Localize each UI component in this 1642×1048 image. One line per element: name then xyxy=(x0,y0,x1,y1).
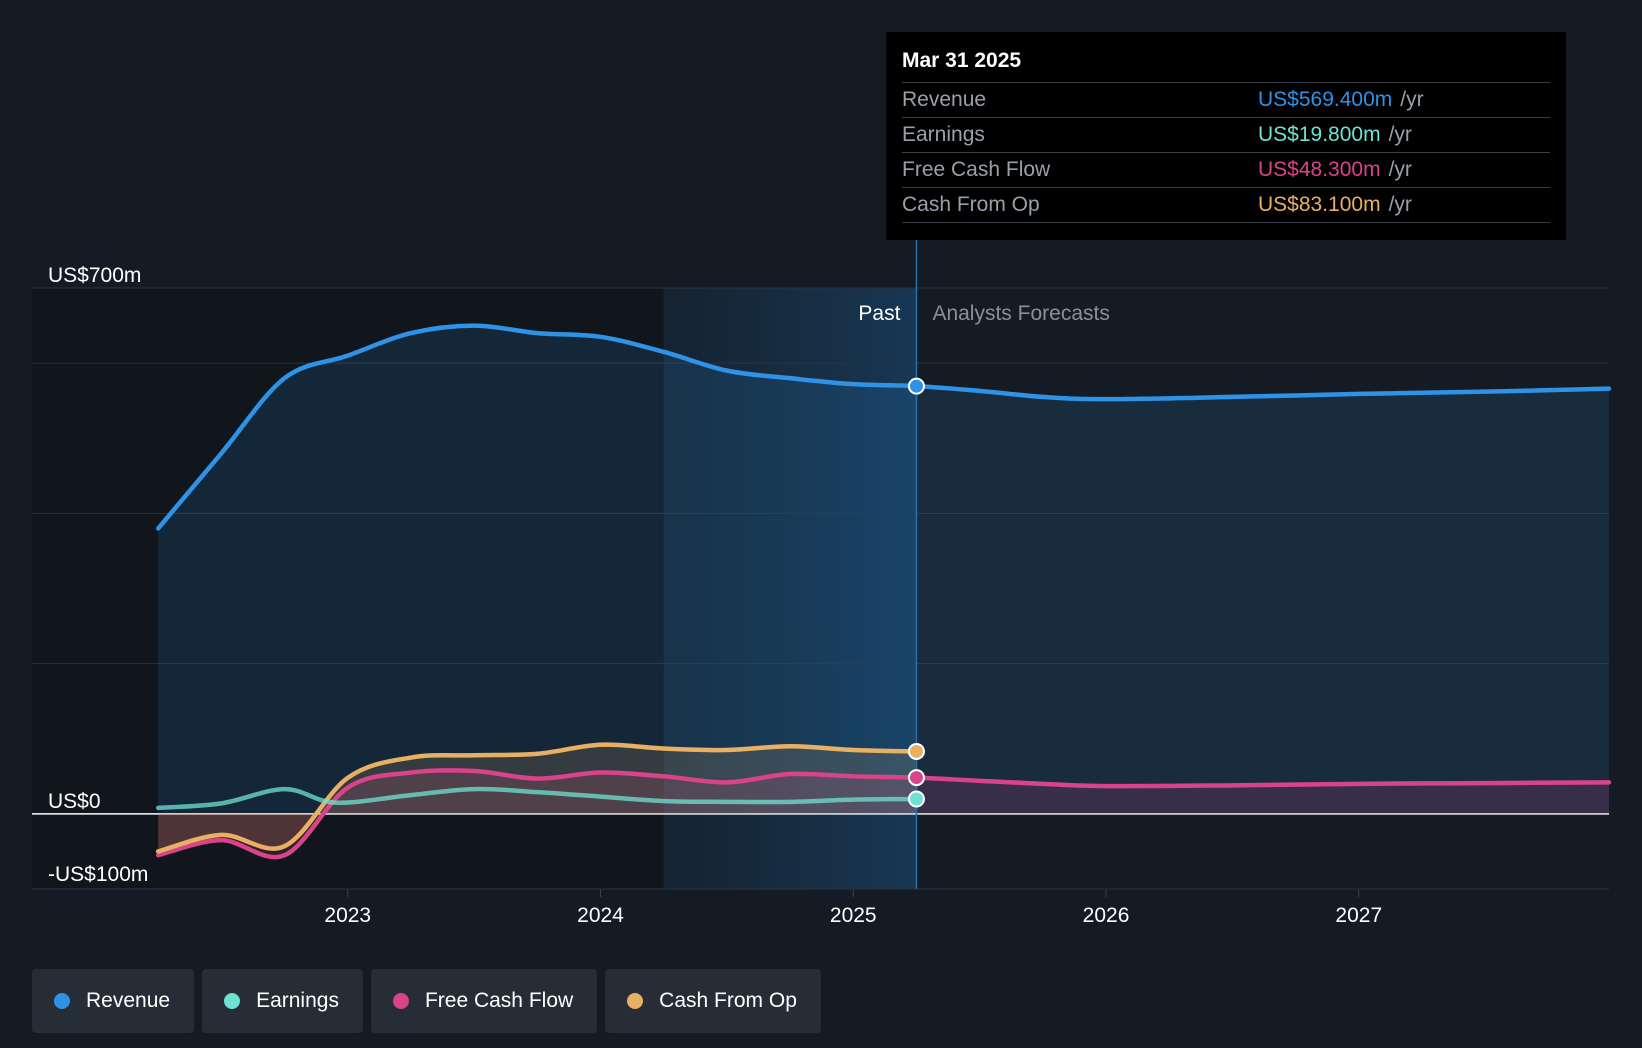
legend-dot-icon xyxy=(392,993,409,1009)
tooltip-row-free-cash-flow: Free Cash Flow US$48.300m/yr xyxy=(902,152,1550,187)
tooltip-date: Mar 31 2025 xyxy=(902,49,1022,72)
tooltip-unit: /yr xyxy=(1388,158,1412,181)
tooltip-row-earnings: Earnings US$19.800m/yr xyxy=(902,117,1550,152)
revenue-marker xyxy=(907,377,925,395)
legend-label: Free Cash Flow xyxy=(424,989,574,1012)
y-tick-label: -US$100m xyxy=(48,863,148,886)
earnings-line xyxy=(155,786,919,811)
tooltip-unit: /yr xyxy=(1388,123,1412,146)
legend-label: Revenue xyxy=(86,989,171,1012)
tooltip-label: Cash From Op xyxy=(902,193,1040,216)
x-tick-label: 2024 xyxy=(577,904,624,927)
tooltip-row-cash-from-op: Cash From Op US$83.100m/yr xyxy=(902,187,1550,223)
y-tick-label: US$0 xyxy=(48,790,101,813)
x-tick-label: 2025 xyxy=(830,904,877,927)
tooltip-value: US$48.300m/yr xyxy=(1258,158,1412,181)
tooltip-value: US$19.800m/yr xyxy=(1258,123,1412,146)
legend-dot-icon xyxy=(627,993,644,1009)
revenue-area xyxy=(158,325,1610,814)
x-tick-label: 2023 xyxy=(324,904,371,927)
gridlines xyxy=(32,287,1609,890)
legend-item-free-cash-flow[interactable]: Free Cash Flow xyxy=(370,969,598,1033)
forecast-label: Analysts Forecasts xyxy=(932,302,1109,325)
cash-from-op-area xyxy=(158,744,917,852)
tooltip-value: US$569.400m/yr xyxy=(1258,88,1424,111)
legend-item-revenue[interactable]: Revenue xyxy=(32,969,195,1033)
tooltip: Mar 31 2025 Revenue US$569.400m/yr Earni… xyxy=(886,32,1566,240)
highlight-region xyxy=(663,288,917,889)
tooltip-unit: /yr xyxy=(1388,193,1412,216)
free-cash-flow-line xyxy=(155,768,1612,860)
legend-item-cash-from-op[interactable]: Cash From Op xyxy=(605,969,821,1033)
tooltip-row-revenue: Revenue US$569.400m/yr xyxy=(902,82,1550,117)
tooltip-value: US$83.100m/yr xyxy=(1258,193,1412,216)
tooltip-label: Free Cash Flow xyxy=(902,158,1051,181)
tooltip-unit: /yr xyxy=(1400,88,1424,111)
past-label: Past xyxy=(858,302,900,325)
series-layer xyxy=(155,323,1612,860)
legend-label: Cash From Op xyxy=(659,989,797,1012)
tooltip-label: Earnings xyxy=(902,123,985,146)
tooltip-label: Revenue xyxy=(902,88,987,111)
y-tick-label: US$700m xyxy=(48,264,141,287)
free-cash-flow-marker xyxy=(907,769,925,787)
legend-dot-icon xyxy=(224,993,241,1009)
legend-item-earnings[interactable]: Earnings xyxy=(202,969,363,1033)
axis-labels: US$700m US$0 -US$100m 2023 2024 2025 2026 2027 xyxy=(48,264,1382,927)
cash-from-op-line xyxy=(155,742,919,854)
x-tick-label: 2026 xyxy=(1083,904,1130,927)
legend: Revenue Earnings Free Cash Flow Cash Fro… xyxy=(32,969,821,1033)
legend-label: Earnings xyxy=(256,989,339,1012)
earnings-marker xyxy=(907,790,925,808)
legend-dot-icon xyxy=(54,993,70,1009)
markers-layer xyxy=(907,377,925,808)
x-tick-label: 2027 xyxy=(1335,904,1382,927)
cash-from-op-marker xyxy=(907,742,925,760)
revenue-line xyxy=(155,323,1612,531)
